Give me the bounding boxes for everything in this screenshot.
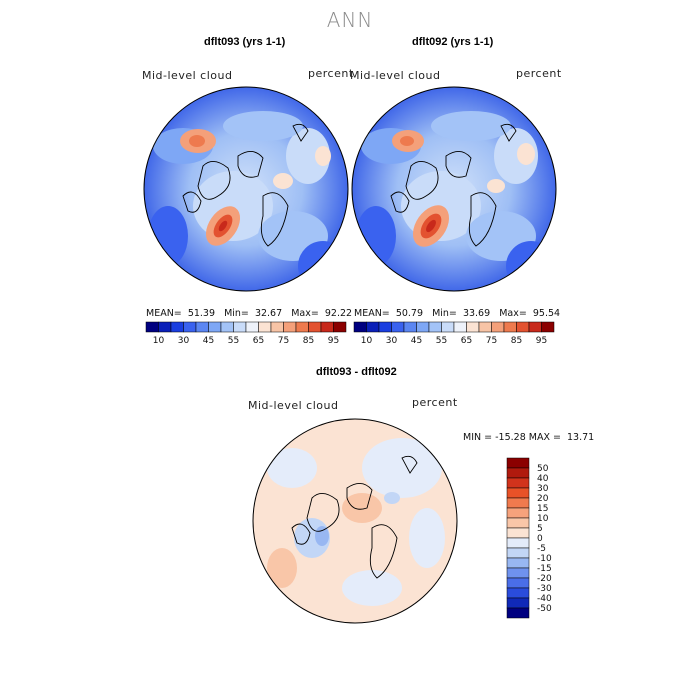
colorbar-swatch	[506, 487, 530, 499]
colorbar-swatch	[416, 321, 430, 333]
colorbar-tick-label: 0	[537, 534, 543, 544]
colorbar-swatch	[506, 557, 530, 569]
colorbar-swatch	[478, 321, 492, 333]
colorbar-tick-label: -5	[537, 544, 546, 554]
colorbar-tick-label: 20	[537, 494, 549, 504]
colorbar-tick-label: 65	[461, 336, 472, 346]
colorbar-swatch	[195, 321, 209, 333]
colorbar-panel-2: 10 30 45 55 65 75 85 95	[353, 321, 555, 346]
colorbar-tick-label: 85	[511, 336, 522, 346]
colorbar-tick-label: 30	[178, 336, 190, 346]
colorbar-swatch	[506, 547, 530, 559]
polar-map-difference	[252, 418, 458, 624]
colorbar-swatch	[506, 497, 530, 509]
colorbar-swatch	[233, 321, 247, 333]
colorbar-tick-label: 15	[537, 504, 548, 514]
colorbar-swatch	[320, 321, 334, 333]
colorbar-swatch	[258, 321, 272, 333]
colorbar-swatch	[506, 587, 530, 599]
colorbar-tick-label: -40	[537, 594, 552, 604]
polar-map-2	[351, 86, 557, 292]
page-title: ANN	[326, 8, 374, 32]
colorbar-swatch	[506, 597, 530, 609]
colorbar-swatch	[333, 321, 347, 333]
panel-2-stats: MEAN= 50.79 Min= 33.69 Max= 95.54	[354, 308, 561, 319]
colorbar-swatch	[158, 321, 172, 333]
colorbar-swatch	[516, 321, 530, 333]
colorbar-tick-label: 75	[486, 336, 497, 346]
panel-1-stats: MEAN= 51.39 Min= 32.67 Max= 92.22	[146, 308, 353, 319]
colorbar-swatch	[270, 321, 284, 333]
colorbar-swatch	[506, 577, 530, 589]
colorbar-swatch	[506, 567, 530, 579]
colorbar-tick-label: 65	[253, 336, 264, 346]
panel-2-title: dflt092 (yrs 1-1)	[412, 36, 494, 48]
colorbar-tick-label: -30	[537, 584, 552, 594]
colorbar-swatch	[441, 321, 455, 333]
colorbar-tick-label: 95	[328, 336, 339, 346]
colorbar-swatch	[378, 321, 392, 333]
diff-panel-variable-label: Mid-level cloud	[248, 399, 339, 412]
colorbar-swatch	[453, 321, 467, 333]
colorbar-tick-label: -20	[537, 574, 552, 584]
colorbar-tick-label: 10	[153, 336, 165, 346]
colorbar-tick-label: 85	[303, 336, 314, 346]
colorbar-tick-label: -50	[537, 604, 552, 614]
colorbar-swatch	[541, 321, 555, 333]
colorbar-tick-label: 45	[203, 336, 214, 346]
panel-1-units-label: percent	[308, 67, 354, 80]
colorbar-tick-label: 30	[537, 484, 549, 494]
colorbar-swatch	[428, 321, 442, 333]
colorbar-swatch	[506, 507, 530, 519]
colorbar-panel-1: 10 30 45 55 65 75 85 95	[145, 321, 347, 346]
colorbar-swatch	[366, 321, 380, 333]
colorbar-swatch	[506, 607, 530, 619]
colorbar-tick-label: 30	[386, 336, 398, 346]
colorbar-swatch	[283, 321, 297, 333]
colorbar-swatch	[308, 321, 322, 333]
diff-panel-units-label: percent	[412, 396, 458, 409]
colorbar-swatch	[506, 467, 530, 479]
colorbar-tick-label: 50	[537, 464, 549, 474]
colorbar-swatch	[506, 517, 530, 529]
colorbar-tick-label: -15	[537, 564, 552, 574]
colorbar-swatch	[503, 321, 517, 333]
colorbar-tick-label: 40	[537, 474, 549, 484]
colorbar-swatch	[466, 321, 480, 333]
colorbar-swatch	[183, 321, 197, 333]
panel-2-variable-label: Mid-level cloud	[350, 69, 441, 82]
colorbar-tick-label: -10	[537, 554, 552, 564]
colorbar-tick-label: 45	[411, 336, 422, 346]
colorbar-swatch	[208, 321, 222, 333]
colorbar-swatch	[491, 321, 505, 333]
colorbar-tick-label: 10	[361, 336, 373, 346]
colorbar-tick-label: 75	[278, 336, 289, 346]
colorbar-swatch	[220, 321, 234, 333]
colorbar-swatch	[506, 527, 530, 539]
colorbar-tick-label: 55	[436, 336, 447, 346]
polar-map-1	[143, 86, 349, 292]
colorbar-tick-label: 5	[537, 524, 543, 534]
colorbar-swatch	[295, 321, 309, 333]
colorbar-swatch	[528, 321, 542, 333]
panel-1-title: dflt093 (yrs 1-1)	[204, 36, 286, 48]
diff-panel-minmax: MIN = -15.28 MAX = 13.71	[463, 432, 595, 443]
panel-1-variable-label: Mid-level cloud	[142, 69, 233, 82]
colorbar-swatch	[145, 321, 159, 333]
colorbar-swatch	[353, 321, 367, 333]
panel-2-units-label: percent	[516, 67, 562, 80]
colorbar-tick-label: 95	[536, 336, 547, 346]
colorbar-tick-label: 55	[228, 336, 239, 346]
colorbar-swatch	[170, 321, 184, 333]
colorbar-swatch	[506, 477, 530, 489]
diff-panel-title: dflt093 - dflt092	[316, 366, 397, 378]
colorbar-swatch	[245, 321, 259, 333]
colorbar-swatch	[506, 457, 530, 469]
colorbar-tick-label: 10	[537, 514, 549, 524]
colorbar-swatch	[506, 537, 530, 549]
colorbar-swatch	[403, 321, 417, 333]
colorbar-swatch	[391, 321, 405, 333]
